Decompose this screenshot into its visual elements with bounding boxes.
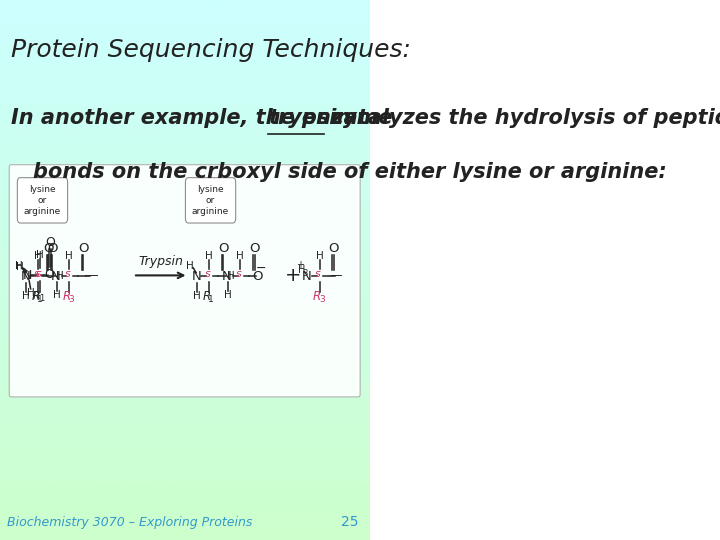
Text: s: s: [35, 269, 41, 279]
Text: —: —: [85, 269, 97, 282]
Text: 1: 1: [208, 295, 214, 303]
Text: O: O: [249, 242, 260, 255]
Text: O: O: [47, 272, 49, 276]
Text: s: s: [65, 269, 71, 279]
Text: s: s: [204, 269, 210, 279]
Text: R: R: [313, 291, 321, 303]
Text: s: s: [315, 269, 321, 279]
Text: lysine
or
arginine: lysine or arginine: [24, 185, 61, 216]
Text: N: N: [21, 270, 31, 283]
Text: N: N: [50, 270, 60, 283]
FancyBboxPatch shape: [9, 165, 360, 397]
FancyBboxPatch shape: [17, 178, 68, 223]
Text: N: N: [302, 270, 312, 283]
Text: H: H: [228, 272, 235, 281]
Text: −: −: [256, 262, 266, 275]
Text: 1: 1: [37, 295, 43, 303]
Text: trypsin: trypsin: [269, 108, 351, 128]
Text: O: O: [328, 242, 339, 255]
Text: H: H: [56, 272, 64, 281]
Text: R: R: [63, 291, 71, 303]
Text: O: O: [44, 268, 54, 281]
Text: H: H: [224, 290, 231, 300]
Text: H: H: [205, 251, 213, 261]
Text: H: H: [186, 261, 194, 271]
Text: O: O: [42, 242, 53, 255]
Text: 3: 3: [68, 295, 74, 303]
Text: H: H: [299, 265, 306, 275]
Text: H: H: [34, 251, 42, 261]
Text: 3: 3: [302, 269, 307, 278]
Text: O: O: [252, 270, 262, 283]
Text: H: H: [66, 251, 73, 261]
Text: +: +: [284, 266, 301, 285]
Text: H: H: [53, 290, 60, 300]
Text: N: N: [23, 269, 32, 282]
Text: —: —: [330, 269, 342, 282]
Text: R: R: [202, 291, 210, 303]
Text: O: O: [218, 242, 229, 255]
Text: N: N: [222, 270, 231, 283]
Text: Biochemistry 3070 – Exploring Proteins: Biochemistry 3070 – Exploring Proteins: [7, 516, 253, 529]
Text: O: O: [78, 242, 89, 255]
Text: H: H: [236, 251, 244, 261]
Text: H: H: [17, 262, 24, 272]
Text: N: N: [192, 270, 202, 283]
Text: lysine
or
arginine: lysine or arginine: [192, 185, 229, 216]
Text: In another example, the enzyme: In another example, the enzyme: [11, 108, 400, 128]
Text: H: H: [27, 288, 35, 298]
Text: R: R: [33, 291, 41, 301]
Text: H: H: [193, 291, 201, 301]
Text: Trypsin: Trypsin: [138, 255, 183, 268]
FancyBboxPatch shape: [186, 178, 235, 223]
Text: 3: 3: [319, 295, 325, 303]
Text: s: s: [34, 269, 40, 279]
Text: s: s: [235, 269, 241, 279]
Text: Protein Sequencing Techniques:: Protein Sequencing Techniques:: [11, 38, 411, 62]
Text: catalyzes the hydrolysis of peptide: catalyzes the hydrolysis of peptide: [323, 108, 720, 128]
Text: 1: 1: [39, 294, 45, 302]
Text: H: H: [22, 291, 30, 301]
Text: bonds on the crboxyl side of either lysine or arginine:: bonds on the crboxyl side of either lysi…: [33, 162, 667, 182]
Text: O: O: [45, 237, 55, 249]
Text: R: R: [32, 291, 40, 303]
Text: H: H: [15, 261, 23, 271]
Text: H: H: [36, 250, 43, 260]
Text: 25: 25: [341, 515, 359, 529]
Text: O: O: [48, 242, 58, 255]
Text: H: H: [315, 251, 323, 261]
Text: +: +: [296, 260, 304, 269]
